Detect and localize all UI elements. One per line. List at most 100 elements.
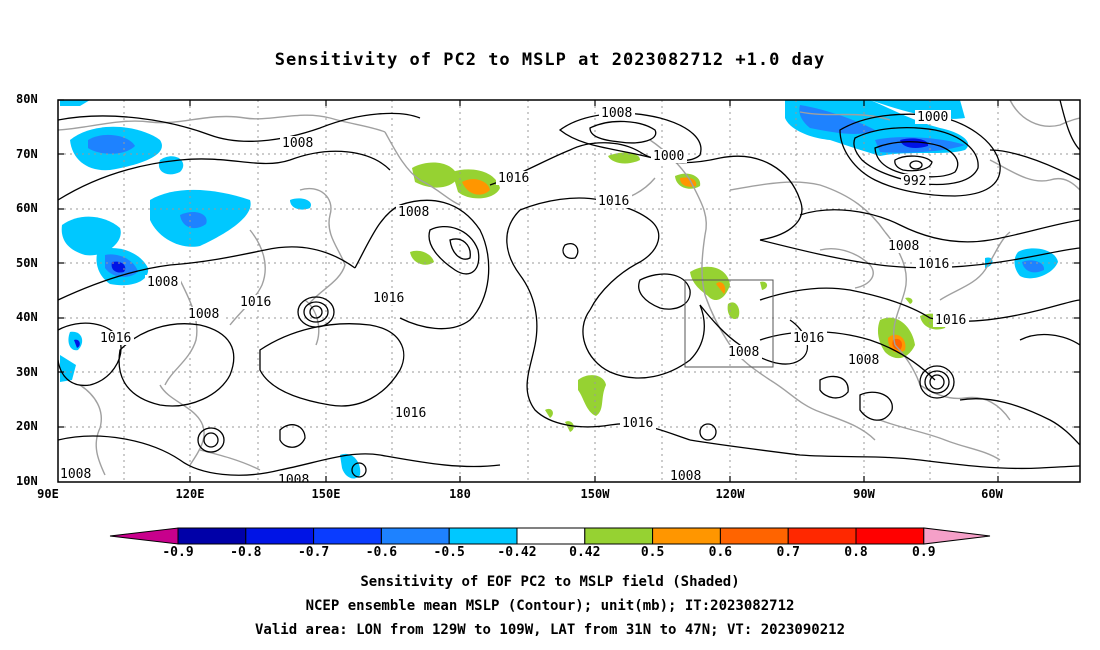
contour-label-bg (620, 416, 656, 430)
contour-label: 1008 (398, 205, 429, 220)
contour-label-bg (916, 257, 952, 271)
colorbar-label: 0.42 (569, 545, 601, 560)
lat-label-30n: 30N (16, 365, 38, 379)
contour-label-bg (915, 110, 951, 124)
contour-label: 1008 (147, 275, 178, 290)
colorbar-label: -0.6 (365, 545, 398, 560)
colorbar-bin (245, 527, 315, 545)
contour-label: 1016 (793, 331, 824, 346)
contour-label: 1016 (498, 171, 529, 186)
contour-label-bg (98, 331, 134, 345)
colorbar-label: 0.7 (776, 545, 800, 560)
contour-labels: 1008 1008 1000 1016 1016 1008 1016 1016 1008 1016… (58, 81, 969, 488)
mslp-contours (58, 100, 1080, 478)
contour-label-bg (726, 345, 762, 359)
colorbar-label: -0.5 (433, 545, 465, 560)
lon-label-120w: 120W (715, 487, 745, 501)
shaded-region (905, 297, 913, 304)
contour-label: 1016 (918, 257, 949, 272)
contour-label-bg (62, 81, 98, 95)
lon-label-150e: 150E (311, 487, 341, 501)
lat-label-40n: 40N (16, 310, 38, 324)
colorbar-bin (855, 527, 925, 545)
lat-label-50n: 50N (16, 256, 38, 270)
colorbar-bin (787, 527, 857, 545)
contour-label-bg (933, 313, 969, 327)
colorbar-bin (719, 527, 789, 545)
shaded-region (545, 408, 553, 418)
contour-label: 1008 (728, 345, 759, 360)
colorbar (109, 527, 991, 545)
contour-label-bg (393, 406, 429, 420)
lon-label-90w: 90W (853, 487, 875, 501)
colorbar-label: 0.9 (912, 545, 936, 560)
contour-label: 1016 (622, 416, 653, 431)
lon-label-120e: 120E (175, 487, 205, 501)
colorbar-bin (380, 527, 450, 545)
axis-ticks (58, 99, 1080, 482)
valid-area-box (684, 279, 774, 368)
shaded-region (760, 281, 768, 290)
shaded-region (290, 198, 311, 210)
lat-label-70n: 70N (16, 147, 38, 161)
colorbar-bin (177, 527, 247, 545)
contour-label-bg (58, 467, 94, 481)
contour-label: 1016 (373, 291, 404, 306)
colorbar-label: 0.5 (640, 545, 665, 560)
map-frame (57, 99, 1081, 483)
contour-label: 1008 (278, 473, 309, 488)
colorbar-bin (584, 527, 654, 545)
contour-label-bg (496, 171, 532, 185)
contour-label: 1008 (282, 136, 313, 151)
shaded-region (716, 282, 726, 294)
contour-label-bg (371, 291, 407, 305)
colorbar-label: -0.7 (297, 545, 330, 560)
shaded-region (608, 152, 640, 164)
contour-label: 1016 (395, 406, 426, 421)
shaded-region (1022, 260, 1045, 273)
contour-label-bg (846, 353, 882, 367)
shaded-region (900, 138, 929, 148)
contour-label-bg (276, 473, 312, 482)
lat-label-60n: 60N (16, 201, 38, 215)
shaded-region (60, 100, 90, 106)
contour-label: 1008 (360, 81, 391, 96)
shaded-region (74, 339, 80, 348)
caption-line-3: Valid area: LON from 129W to 109W, LAT f… (254, 622, 845, 638)
shaded-region (799, 105, 875, 134)
contour-label-bg (145, 275, 181, 289)
shaded-region (690, 266, 730, 301)
shaded-region (180, 211, 207, 229)
colorbar-bin (313, 527, 382, 545)
contour-label: 1016 (240, 295, 271, 310)
contour-label-bg (238, 295, 274, 309)
contour-label: 992 (903, 174, 926, 189)
contour-label-bg (651, 149, 687, 163)
graticule (58, 100, 1080, 482)
shaded-region (462, 179, 490, 195)
lon-label-90e: 90E (37, 487, 59, 501)
caption-line-2: NCEP ensemble mean MSLP (Contour); unit(… (305, 598, 795, 614)
shaded-region (61, 216, 121, 256)
colorbar-label: 0.6 (708, 545, 733, 560)
shaded-region (60, 355, 76, 382)
colorbar-bin (516, 527, 586, 545)
contour-label: 1000 (917, 110, 948, 125)
contour-label: 1008 (188, 307, 219, 322)
colorbar-arrow-left (109, 527, 179, 545)
shaded-region (410, 250, 434, 265)
contour-label: 1008 (888, 239, 919, 254)
map-panel: 1008 1008 1000 1016 1016 1008 1016 1016 1008 1016… (58, 81, 1080, 488)
contour-label-bg (599, 106, 635, 120)
contour-label: 1016 (100, 331, 131, 346)
shaded-region (88, 134, 135, 154)
shaded-region (727, 302, 740, 320)
contour-label-bg (358, 81, 394, 95)
contour-label: 1000 (653, 149, 684, 164)
contour-label: 1008 (848, 353, 879, 368)
contour-label-bg (901, 174, 929, 188)
lon-label-60w: 60W (981, 487, 1003, 501)
lat-label-80n: 80N (16, 92, 38, 106)
colorbar-label: -0.42 (497, 545, 537, 560)
